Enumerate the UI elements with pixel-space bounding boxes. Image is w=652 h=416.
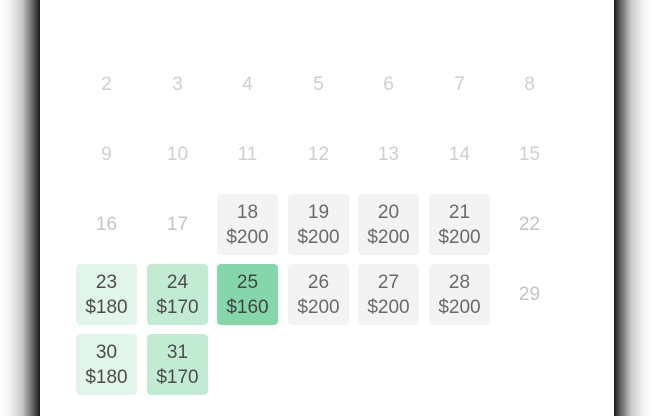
calendar-day-17: 17 (147, 194, 208, 255)
day-price: $200 (297, 296, 340, 318)
calendar-day-26[interactable]: 26 $200 (288, 264, 349, 325)
calendar-day-28[interactable]: 28 $200 (429, 264, 490, 325)
day-number: 17 (166, 214, 189, 235)
day-number: 31 (166, 341, 189, 363)
right-edge-shadow (614, 0, 652, 416)
day-price: $170 (156, 366, 199, 388)
calendar-day-11: 11 (217, 124, 278, 185)
calendar-day-14: 14 (429, 124, 490, 185)
day-number: 12 (307, 144, 330, 165)
left-edge-shadow (0, 0, 40, 416)
day-price: $200 (438, 296, 481, 318)
calendar-day-13: 13 (358, 124, 419, 185)
day-number: 19 (307, 201, 330, 223)
day-number: 16 (95, 214, 118, 235)
day-number: 24 (166, 271, 189, 293)
day-number: 6 (383, 74, 394, 95)
calendar-day-18[interactable]: 18 $200 (217, 194, 278, 255)
day-price: $200 (226, 226, 269, 248)
calendar-day-23[interactable]: 23 $180 (76, 264, 137, 325)
day-number: 9 (101, 144, 112, 165)
calendar-day-16: 16 (76, 194, 137, 255)
calendar-day-10: 10 (147, 124, 208, 185)
calendar-day-4: 4 (217, 54, 278, 115)
calendar-day-7: 7 (429, 54, 490, 115)
calendar-day-12: 12 (288, 124, 349, 185)
calendar-day-9: 9 (76, 124, 137, 185)
calendar-day-30[interactable]: 30 $180 (76, 334, 137, 395)
day-number: 20 (377, 201, 400, 223)
calendar-day-24[interactable]: 24 $170 (147, 264, 208, 325)
calendar-day-8: 8 (499, 54, 560, 115)
day-number: 13 (377, 144, 400, 165)
day-number: 14 (448, 144, 471, 165)
calendar-day-25[interactable]: 25 $160 (217, 264, 278, 325)
day-number: 21 (448, 201, 471, 223)
day-number: 7 (454, 74, 465, 95)
day-number: 8 (524, 74, 535, 95)
day-number: 28 (448, 271, 471, 293)
day-price: $200 (438, 226, 481, 248)
day-number: 29 (518, 284, 541, 305)
calendar-day-27[interactable]: 27 $200 (358, 264, 419, 325)
calendar-day-3: 3 (147, 54, 208, 115)
day-price: $180 (85, 296, 128, 318)
day-number: 27 (377, 271, 400, 293)
calendar-day-21[interactable]: 21 $200 (429, 194, 490, 255)
day-number: 26 (307, 271, 330, 293)
day-number: 10 (166, 144, 189, 165)
day-number: 11 (237, 144, 258, 165)
day-price: $180 (85, 366, 128, 388)
day-number: 23 (95, 271, 118, 293)
day-number: 5 (313, 74, 324, 95)
day-price: $200 (297, 226, 340, 248)
day-price: $200 (367, 296, 410, 318)
day-number: 30 (95, 341, 118, 363)
calendar-day-6: 6 (358, 54, 419, 115)
calendar-day-29: 29 (499, 264, 560, 325)
price-calendar: 2 3 4 5 6 7 8 9 10 11 12 13 14 15 16 17 … (40, 0, 614, 416)
calendar-day-2: 2 (76, 54, 137, 115)
day-number: 15 (518, 144, 541, 165)
day-number: 3 (172, 74, 183, 95)
day-number: 18 (236, 201, 259, 223)
day-number: 22 (518, 214, 541, 235)
calendar-day-15: 15 (499, 124, 560, 185)
day-number: 25 (236, 271, 259, 293)
day-price: $200 (367, 226, 410, 248)
calendar-day-20[interactable]: 20 $200 (358, 194, 419, 255)
day-number: 2 (101, 74, 112, 95)
calendar-day-5: 5 (288, 54, 349, 115)
day-price: $160 (226, 296, 269, 318)
calendar-day-19[interactable]: 19 $200 (288, 194, 349, 255)
day-number: 4 (242, 74, 253, 95)
calendar-day-22: 22 (499, 194, 560, 255)
day-price: $170 (156, 296, 199, 318)
calendar-day-31[interactable]: 31 $170 (147, 334, 208, 395)
